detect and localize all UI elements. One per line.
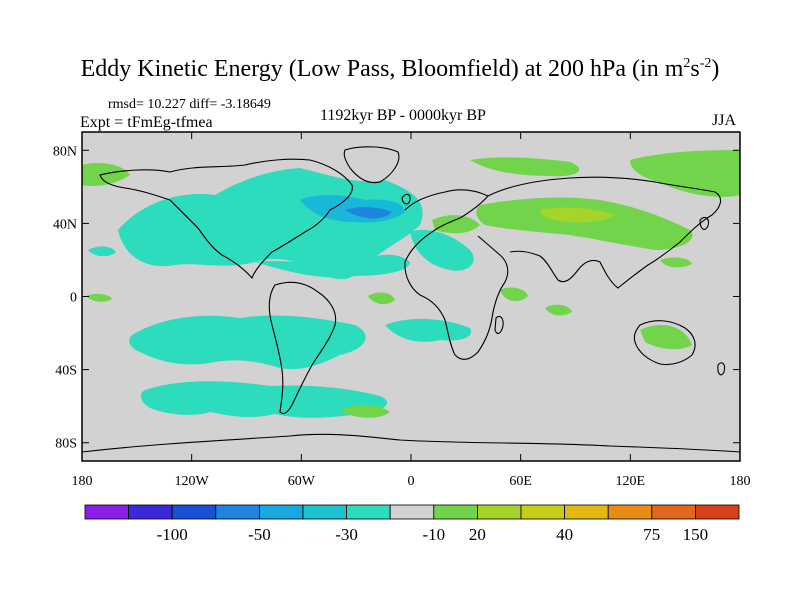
coastline-antarctica bbox=[82, 433, 740, 453]
colorbar-swatch bbox=[84, 504, 129, 520]
colorbar-swatch bbox=[302, 504, 347, 520]
coastline-europe-africa bbox=[404, 189, 509, 360]
contour-alaska-positive bbox=[82, 163, 130, 187]
coastline-north-america bbox=[99, 158, 353, 280]
contour-eurasia-core bbox=[540, 207, 615, 223]
contour-small-negative bbox=[88, 246, 116, 257]
lon-label: 120E bbox=[616, 474, 646, 489]
colorbar-swatch bbox=[476, 504, 522, 520]
colorbar-swatch bbox=[389, 504, 435, 520]
colorbar-swatch bbox=[128, 504, 173, 520]
lon-label: 180 bbox=[730, 474, 751, 489]
contour-east-atlantic-negative bbox=[410, 229, 474, 271]
colorbar-swatch bbox=[258, 504, 304, 520]
contour-south-atlantic-negative bbox=[385, 318, 471, 342]
colorbar-swatch bbox=[346, 504, 391, 520]
coastline-uk bbox=[401, 193, 411, 205]
colorbar-label: 150 bbox=[683, 525, 709, 544]
contour-indian-positive bbox=[545, 304, 572, 316]
lon-label: 60E bbox=[509, 474, 532, 489]
rmsd-diff-stats: rmsd= 10.227 diff= -3.18649 bbox=[108, 97, 271, 112]
lat-label: 80S bbox=[55, 437, 77, 452]
colorbar-label: -10 bbox=[422, 525, 445, 544]
contour-east-pacific-positive bbox=[660, 257, 692, 268]
lon-label: 60W bbox=[288, 474, 316, 489]
period-label: 1192kyr BP - 0000kyr BP bbox=[320, 107, 486, 124]
lat-label: 40S bbox=[55, 364, 77, 379]
contour-africa-positive bbox=[500, 287, 528, 302]
colorbar-swatch bbox=[651, 504, 696, 520]
experiment-label: Expt = tFmEg-tfmea bbox=[80, 114, 213, 131]
coastline-asia bbox=[487, 176, 722, 289]
colorbar-swatch bbox=[564, 504, 609, 520]
contour-southern-ocean-negative bbox=[140, 381, 388, 418]
coastline-greenland bbox=[343, 146, 400, 184]
contour-tropical-atlantic-negative bbox=[255, 254, 410, 278]
colorbar-swatch bbox=[433, 504, 478, 520]
coastline-madagascar bbox=[494, 315, 504, 335]
contour-atlantic-min bbox=[345, 207, 392, 219]
colorbar-swatch bbox=[171, 504, 217, 520]
contour-north-pacific-negative bbox=[118, 168, 423, 280]
season-label: JJA bbox=[712, 112, 737, 129]
map-axes: 80N 40N 0 40S 80S 180 120W 60W 0 60E 120E 180 bbox=[53, 132, 751, 489]
lat-label: 40N bbox=[53, 217, 77, 232]
coastlines bbox=[82, 146, 740, 453]
lon-label: 180 bbox=[72, 474, 93, 489]
coastline-australia bbox=[633, 320, 696, 366]
contour-south-pacific-negative bbox=[129, 315, 366, 370]
colorbar: -100 -50 -30 -10 20 40 75 150 bbox=[84, 504, 740, 544]
contour-mediterranean-positive bbox=[432, 215, 480, 234]
contour-atlantic-eq-positive bbox=[368, 292, 395, 305]
contour-australia-positive bbox=[640, 325, 692, 350]
colorbar-label: -100 bbox=[157, 525, 188, 544]
contour-east-siberia-positive bbox=[630, 150, 740, 197]
colorbar-label: 40 bbox=[556, 525, 573, 544]
contour-southern-positive bbox=[340, 404, 390, 418]
lon-label: 0 bbox=[408, 474, 415, 489]
lat-label: 80N bbox=[53, 144, 77, 159]
colorbar-swatch bbox=[215, 504, 260, 520]
lon-label: 120W bbox=[175, 474, 210, 489]
colorbar-label: 20 bbox=[469, 525, 486, 544]
contour-eurasia-positive bbox=[476, 197, 693, 250]
anomaly-contours bbox=[82, 150, 740, 418]
contour-arctic-positive bbox=[470, 157, 580, 177]
colorbar-label: -30 bbox=[335, 525, 358, 544]
colorbar-label: -50 bbox=[248, 525, 271, 544]
colorbar-swatch bbox=[520, 504, 565, 520]
coastline-japan bbox=[699, 217, 709, 230]
coastline-south-america bbox=[268, 281, 337, 415]
colorbar-swatch bbox=[607, 504, 653, 520]
colorbar-swatch bbox=[695, 504, 740, 520]
contour-small-positive bbox=[86, 293, 112, 302]
chart-title: Eddy Kinetic Energy (Low Pass, Bloomfiel… bbox=[80, 56, 720, 82]
lat-label: 0 bbox=[70, 291, 77, 306]
colorbar-label: 75 bbox=[643, 525, 660, 544]
coastline-new-zealand bbox=[717, 362, 726, 376]
